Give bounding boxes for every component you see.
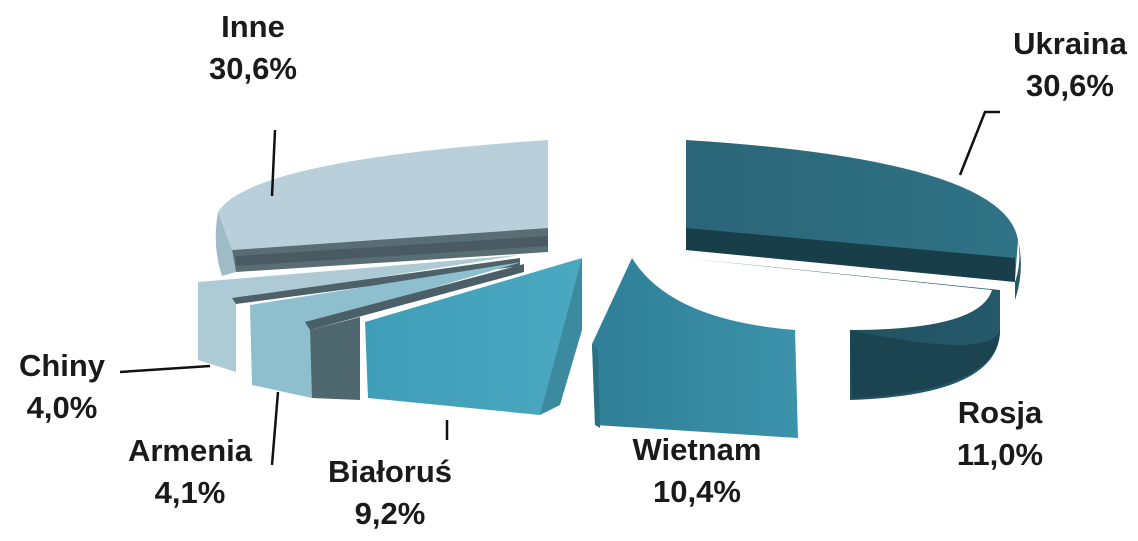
slice-label-name: Armenia [127,433,253,468]
slice-label-wietnam: Wietnam 10,4% [633,429,762,513]
slice-wietnam-top [592,258,798,438]
leader-lines [119,110,1000,466]
slice-armenia-front [310,317,360,400]
slice-label-value: 4,0% [26,390,98,425]
slice-bialorus-side [540,258,582,415]
pie-slices [198,140,1021,438]
slice-inne-front [215,212,236,276]
slice-label-name: Ukraina [1013,26,1127,61]
slice-rosja-front [850,330,1000,398]
leader-ukraina [958,110,1000,176]
slice-label-value: 10,4% [653,474,741,509]
slice-label-name: Białoruś [327,454,453,489]
slice-label-name: Rosja [957,395,1043,430]
leader-chiny [119,364,211,374]
slice-wietnam-side [592,344,600,428]
slice-label-name: Wietnam [632,432,762,467]
leader-inne [270,129,277,197]
slice-label-armenia: Armenia 4,1% [128,430,252,514]
slice-label-value: 11,0% [956,437,1044,472]
slice-label-chiny: Chiny 4,0% [19,345,105,429]
slice-label-inne: Inne 30,6% [209,6,297,90]
slice-label-ukraina: Ukraina 30,6% [1013,23,1127,107]
slice-inne-edge [236,236,548,266]
slice-label-value: 9,2% [354,496,426,531]
slice-armenia-side [305,264,524,330]
slice-ukraina-front [1015,240,1021,300]
slice-chiny-side [232,258,520,304]
slice-label-value: 4,1% [154,475,226,510]
slice-label-białoruś: Białoruś 9,2% [328,451,452,535]
slice-label-name: Inne [221,9,285,44]
slice-ukraina-side [686,228,1015,282]
leader-armenia [270,391,280,466]
slice-chiny-top [198,255,520,372]
slice-bialorus-top [365,258,582,415]
slice-label-value: 30,6% [209,51,297,86]
slice-label-value: 30,6% [1026,68,1114,103]
slice-armenia-top [250,262,522,398]
slice-label-name: Chiny [18,348,106,383]
slice-inne-top [218,140,548,250]
slice-label-rosja: Rosja 11,0% [957,392,1043,476]
